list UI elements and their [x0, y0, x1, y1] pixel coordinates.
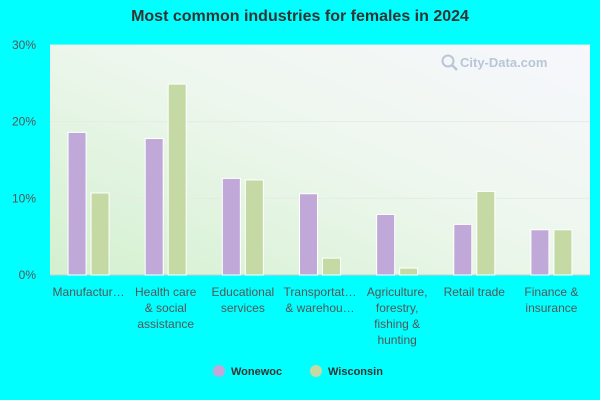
- bar-wonewoc-0: [67, 131, 87, 276]
- category-label: & warehou…: [285, 301, 354, 315]
- bar-wisconsin-3: [322, 257, 341, 276]
- legend-swatch-wisconsin: [310, 365, 322, 377]
- y-axis-ticks: 0% 10% 20% 30%: [12, 38, 36, 282]
- category-label: services: [221, 301, 265, 315]
- watermark-magnifier-icon: [441, 54, 455, 68]
- legend-swatch-wonewoc: [213, 365, 225, 377]
- bar-wonewoc-5: [453, 223, 473, 276]
- bar-wisconsin-6: [553, 229, 573, 276]
- y-tick-label: 30%: [12, 38, 36, 52]
- y-tick-label: 20%: [12, 115, 36, 129]
- plot-area: [50, 45, 590, 275]
- bar-wisconsin-1: [167, 83, 187, 276]
- y-tick-label: 0%: [19, 268, 37, 282]
- y-tick-label: 10%: [12, 191, 36, 205]
- category-label: fishing &: [374, 317, 420, 331]
- watermark: City-Data.com: [441, 54, 547, 71]
- category-label: forestry,: [376, 301, 418, 315]
- category-label: assistance: [137, 317, 194, 331]
- bar-wisconsin-2: [244, 179, 264, 276]
- bars: [67, 83, 573, 276]
- bar-wonewoc-4: [376, 213, 396, 276]
- category-label: Finance &: [524, 285, 578, 299]
- legend-label-wonewoc: Wonewoc: [231, 366, 282, 378]
- watermark-magnifier-handle: [451, 64, 458, 71]
- bar-wonewoc-6: [530, 229, 550, 276]
- chart-title: Most common industries for females in 20…: [131, 8, 469, 25]
- gridlines: [50, 44, 590, 276]
- category-label: Educational: [211, 285, 274, 299]
- category-label: Retail trade: [444, 285, 506, 299]
- category-label: Manufactur…: [53, 285, 125, 299]
- category-label: Health care: [135, 285, 197, 299]
- watermark-text: City-Data.com: [460, 55, 547, 70]
- legend-label-wisconsin: Wisconsin: [328, 366, 383, 378]
- category-label: Transportat…: [284, 285, 357, 299]
- category-label: insurance: [525, 301, 577, 315]
- category-label: & social: [145, 301, 187, 315]
- bar-wisconsin-5: [476, 190, 496, 276]
- category-labels: Manufactur… Health care & social assistance…: [53, 285, 579, 347]
- bar-wisconsin-0: [90, 192, 110, 276]
- category-label: Agriculture,: [367, 285, 428, 299]
- bar-wonewoc-1: [144, 138, 164, 276]
- bar-wonewoc-2: [221, 177, 241, 276]
- bar-wonewoc-3: [299, 193, 318, 276]
- legend: Wonewoc Wisconsin: [213, 365, 383, 378]
- bar-wisconsin-4: [399, 267, 419, 276]
- category-label: hunting: [377, 333, 416, 347]
